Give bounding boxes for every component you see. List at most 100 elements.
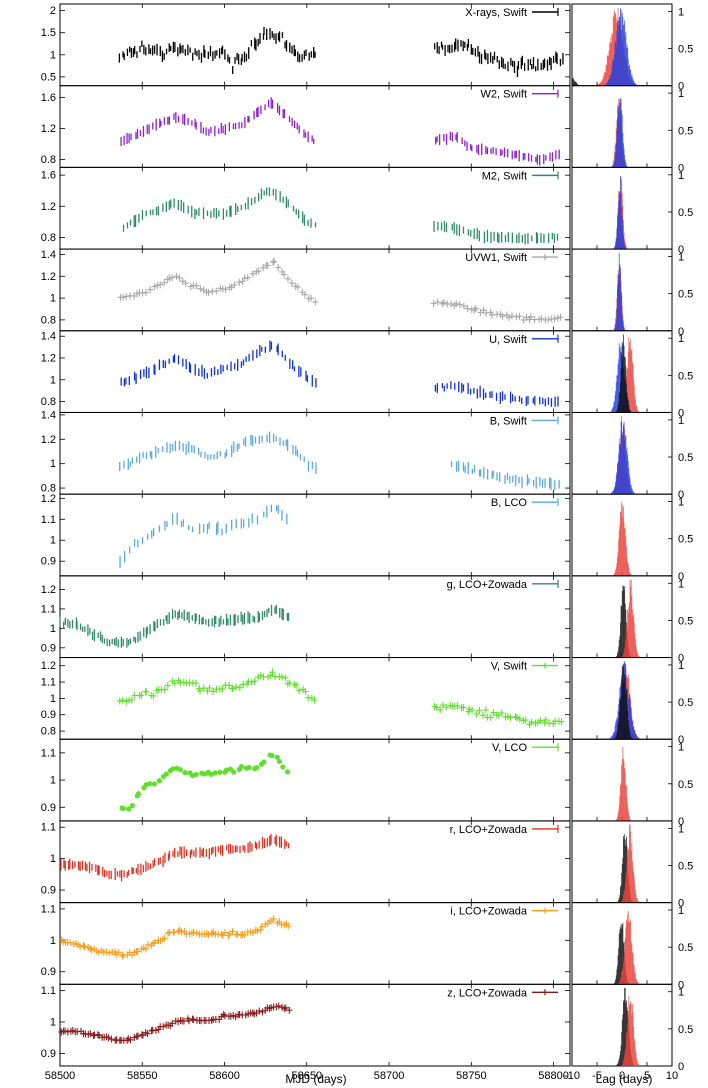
hist-bar [629,819,631,821]
data-points [117,257,564,324]
y-tick-label: 1 [50,49,56,61]
hist-bar [626,836,627,903]
hist-bar [620,421,622,495]
panel-9: 0.9 1 1.1 V, LCO 0 0.5 1 [41,738,693,828]
hist-bar [606,83,608,86]
hist-bar [636,649,638,658]
hist-bar [629,1003,631,1066]
y-tick-label: 1 [50,374,56,386]
hist-bar [629,478,631,495]
hist-bar [616,307,618,331]
hist-bar [629,816,630,821]
hist-bar [635,973,636,985]
panel-11: 0.9 1 1.1 i, LCO+Zowada 0 0.5 1 [41,902,693,991]
y-tick-label: 1.1 [41,514,56,526]
hist-bar [636,979,638,985]
data-point [147,781,153,787]
hist-bar [616,410,618,413]
hist-bar [637,737,639,740]
data-point [230,769,237,775]
lag-x-tick-label: 5 [644,1070,650,1082]
hist-bar [621,972,623,985]
hist-bar [623,891,625,903]
hist-bar [623,326,625,331]
hist-bar [635,400,636,413]
hist-bar [613,59,615,86]
lag-x-tick-label: -10 [564,1070,580,1082]
hist-bar [623,220,624,250]
hist-bar [628,996,630,1066]
hist-bar [617,273,619,331]
y-tick-label: 1.1 [41,677,56,689]
hist-bar [621,924,623,985]
hist-bar [625,536,627,576]
hist-bar [623,1060,624,1066]
hist-bar [635,644,637,658]
hist-bar [618,948,620,985]
hist-bar [614,487,615,495]
hist-bar [612,15,614,86]
legend-label: r, LCO+Zowada [450,824,528,836]
hist-bar [623,586,624,658]
hist-bar [621,342,623,413]
hist-bar [626,164,627,168]
hist-bar [614,486,616,495]
hist-bar [618,897,620,903]
hist-bar [629,409,630,413]
x-axis-label-mjd: MJD (days) [285,1072,346,1086]
hist-bar [602,78,604,86]
hist-bar [624,1053,626,1066]
hist-bar [635,733,637,740]
hist-bar [633,726,635,740]
lag-y-tick-label: 0.5 [678,289,693,301]
hist-bar [627,58,629,86]
hist-bar [636,735,638,740]
hist-bar [633,964,635,985]
data-points [118,26,564,78]
hist-bar [637,1062,639,1066]
hist-bar [624,436,626,495]
hist-bar [626,690,627,740]
hist-bar [625,638,627,658]
hist-bar [614,329,615,331]
hist-bar [627,1023,629,1066]
hist-bar [621,12,623,86]
hist-bar [621,679,623,740]
hist-bar [616,228,618,250]
hist-bar [622,1014,624,1066]
hist-bar [618,711,620,740]
hist-bar [616,655,618,658]
hist-bar [630,70,632,86]
lag-y-tick-label: 0.5 [678,44,693,56]
panel-1: 0.8 1.2 1.6 W2, Swift 0 0.5 1 [41,85,693,174]
hist-bar [635,890,636,903]
hist-bar [627,809,629,821]
hist-bar [616,818,618,821]
hist-bar [624,937,626,985]
x-tick-label: 58700 [374,1070,405,1082]
data-point [217,769,223,775]
hist-bar [621,1064,623,1066]
hist-bar [636,981,638,985]
hist-bar [626,556,628,576]
hist-bar [628,567,630,576]
hist-bar [633,379,635,413]
y-tick-label: 1.1 [41,985,56,997]
hist-bar [615,656,617,658]
hist-bar [625,162,627,168]
hist-bar [621,30,623,86]
hist-bar [618,1058,620,1066]
lag-y-tick-label: 0 [678,407,684,419]
hist-bar [631,74,633,86]
hist-bar [618,646,620,658]
hist-bar [623,651,625,658]
y-tick-label: 2 [50,5,56,17]
legend-label: W2, Swift [481,89,527,101]
hist-bar [619,929,621,985]
hist-bar [629,348,631,413]
hist-bar [614,53,615,86]
y-tick-label: 0.9 [41,709,56,721]
lag-histograms [613,175,628,250]
hist-bar [627,563,629,576]
hist-bar [630,586,632,658]
